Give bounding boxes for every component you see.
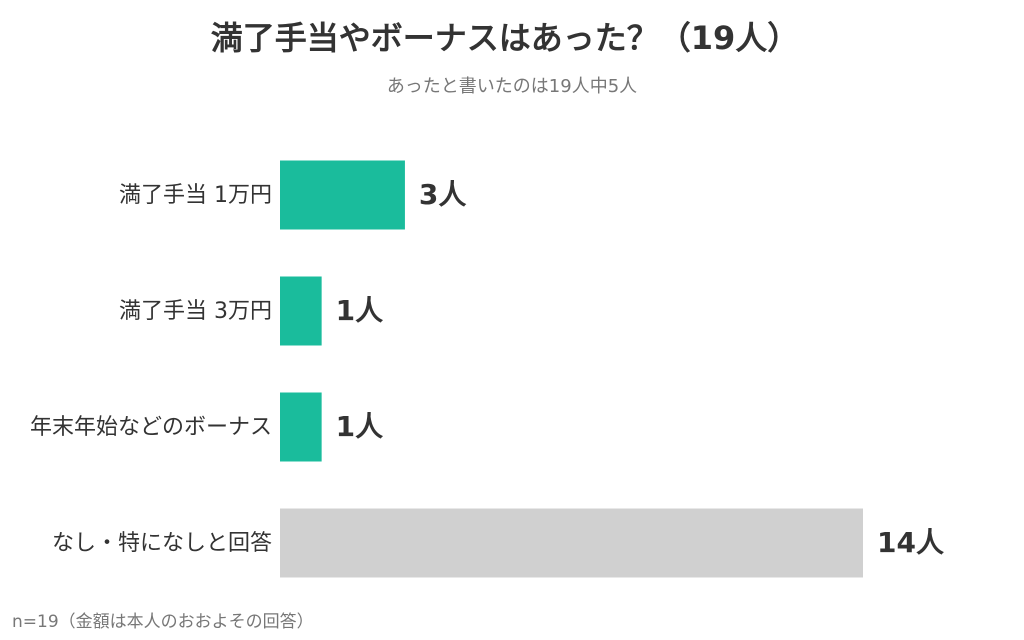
bar [280,392,322,462]
footnote: n=19（金額は本人のおおよその回答） [12,612,314,632]
value-label: 1人 [336,294,383,327]
value-label: 1人 [336,410,383,443]
bar [280,508,863,578]
bar [280,160,405,230]
chart-subtitle: あったと書いたのは19人中5人 [387,76,637,97]
bar [280,276,322,346]
category-label: 満了手当 3万円 [119,299,272,324]
value-label: 3人 [419,178,466,211]
chart-title: 満了手当やボーナスはあった？（19人） [211,19,800,57]
category-label: なし・特になしと回答 [52,531,272,556]
category-label: 満了手当 1万円 [119,183,272,208]
category-label: 年末年始などのボーナス [30,415,272,440]
value-label: 14人 [877,526,944,559]
